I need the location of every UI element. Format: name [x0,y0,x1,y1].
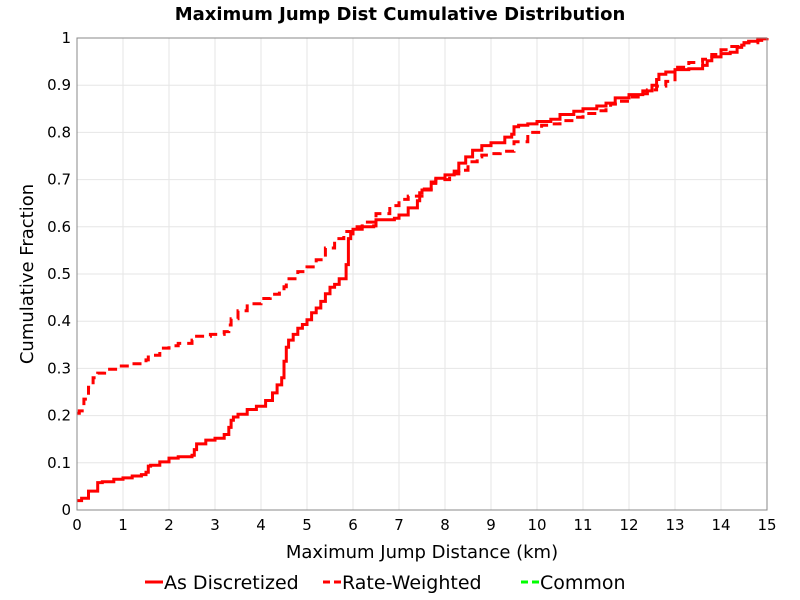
x-tick-label: 7 [394,516,404,534]
plot-border [76,37,768,511]
y-tick-label: 1 [61,29,71,47]
x-tick-label: 2 [164,516,174,534]
x-tick-label: 0 [72,516,82,534]
x-tick-label: 14 [711,516,730,534]
legend: As Discretized Rate-Weighted Common [145,572,626,594]
x-tick-label: 9 [486,516,496,534]
chart-title: Maximum Jump Dist Cumulative Distributio… [175,4,626,25]
x-tick-label: 5 [302,516,312,534]
legend-label-rate-weighted: Rate-Weighted [342,572,482,594]
y-tick-label: 0.4 [47,312,71,330]
x-tick-label: 11 [573,516,592,534]
x-tick-label: 10 [527,516,546,534]
x-tick-label: 8 [440,516,450,534]
x-tick-label: 15 [757,516,776,534]
x-tick-label: 6 [348,516,358,534]
x-tick-label: 1 [118,516,128,534]
series-line-rate-weighted [77,38,769,415]
series-lines [77,37,769,503]
y-tick-label: 0.7 [47,171,71,189]
y-tick-label: 0.2 [47,407,71,425]
y-tick-label: 0.3 [47,359,71,377]
x-tick-label: 3 [210,516,220,534]
y-tick-label: 0.9 [47,76,71,94]
y-tick-label: 0.1 [47,454,71,472]
x-tick-label: 4 [256,516,266,534]
y-tick-label: 0 [61,501,71,519]
x-tick-label: 13 [665,516,684,534]
legend-label-as-discretized: As Discretized [164,572,299,594]
tick-labels: 0 1 2 3 4 5 6 7 8 9 10 11 12 13 14 1500.10.20.30.40.50.… [47,29,776,534]
y-tick-label: 0.8 [47,123,71,141]
x-axis-title: Maximum Jump Distance (km) [286,542,558,563]
y-tick-label: 0.5 [47,265,71,283]
y-axis-title: Cumulative Fraction [17,184,38,364]
y-tick-label: 0.6 [47,218,71,236]
legend-label-common: Common [540,572,626,594]
x-tick-label: 12 [619,516,638,534]
